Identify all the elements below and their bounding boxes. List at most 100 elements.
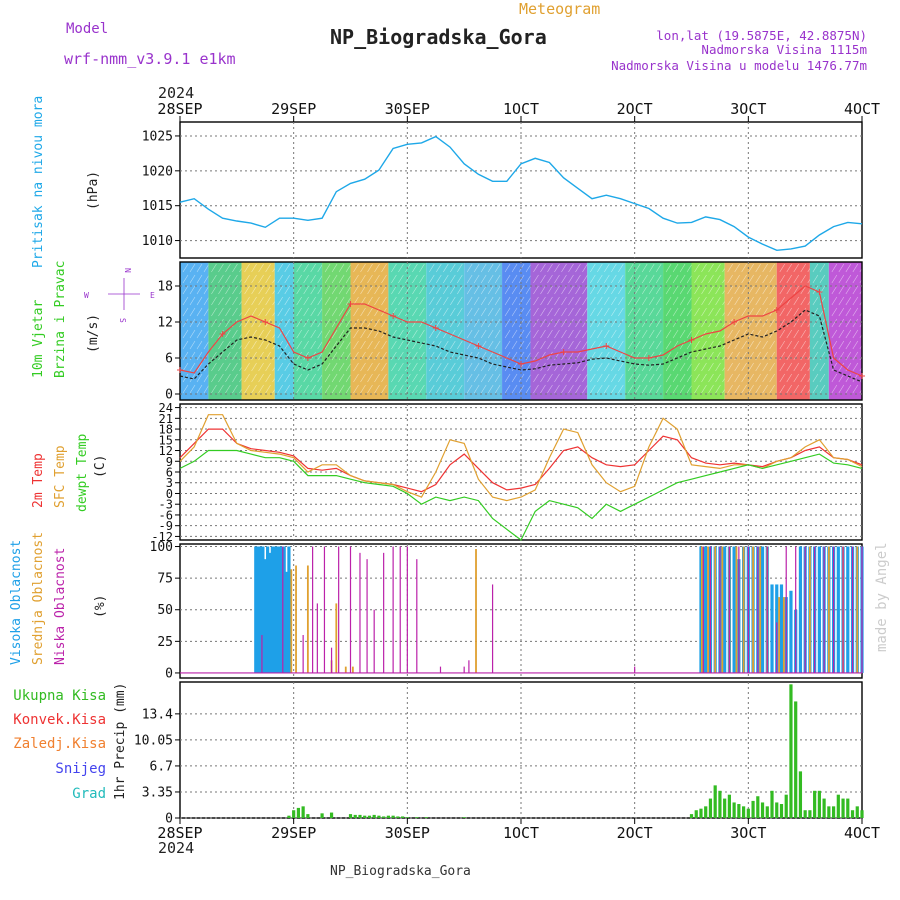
precip-bar-0-58 <box>855 806 859 818</box>
cloud-bar-2-10 <box>366 559 368 673</box>
cloud-bar-1-21 <box>827 546 830 673</box>
precip-bar-0-51 <box>822 798 826 818</box>
precip-bar-0-15 <box>386 815 390 818</box>
precip-bar-0-28 <box>713 785 717 818</box>
meteogram-subtitle: Meteogram <box>519 0 600 18</box>
gust-marker-24 <box>518 361 524 367</box>
precip-bar-0-1 <box>292 810 296 818</box>
cloud-bar-0-3 <box>261 546 265 673</box>
wind-band-10 <box>502 262 531 400</box>
cloud-bar-0-17 <box>704 546 708 673</box>
cloud-bar-2-1 <box>282 546 284 673</box>
ytick-wind-18: 18 <box>157 280 173 295</box>
precip-bar-0-6 <box>329 812 334 818</box>
cloud-bar-2-35 <box>823 546 825 673</box>
precip-bar-0-32 <box>732 802 736 818</box>
cloud-bar-0-47 <box>846 546 850 673</box>
cloud-bar-1-10 <box>714 546 717 673</box>
top-time-label-0: 28SEP <box>157 100 202 118</box>
precip-bar-0-4 <box>306 814 310 818</box>
cloud-bar-2-11 <box>373 609 375 673</box>
bottom-time-label-0: 28SEP <box>157 824 202 842</box>
precip-legend-snow: Snijeg <box>55 761 106 777</box>
wind-band-16 <box>724 262 777 400</box>
wind-band-5 <box>322 262 351 400</box>
cloud-units: (%) <box>93 595 108 618</box>
gust-marker-12 <box>347 301 354 307</box>
wind-ylabel-2: Brzina i Pravac <box>53 261 68 378</box>
cloud-bar-2-18 <box>463 666 465 673</box>
panel-cloud: 0 25 50 75 100 <box>150 540 864 681</box>
ytick-wind-0: 0 <box>165 388 173 403</box>
cloud-ylabel-low: Niska Oblacnost <box>53 548 68 665</box>
wind-band-9 <box>464 262 503 400</box>
cloud-bar-0-45 <box>836 546 840 673</box>
ytick-pressure-1015: 1015 <box>142 199 173 214</box>
cloud-bar-2-19 <box>468 660 470 673</box>
precip-bar-0-27 <box>708 798 713 818</box>
panel-precip: 0 3.35 6.7 10.05 13.4 <box>134 681 864 827</box>
gust-marker-48 <box>859 373 865 379</box>
cloud-bar-2-30 <box>776 622 778 673</box>
cloud-bar-2-32 <box>795 546 797 673</box>
model-name: wrf-nmm_v3.9.1 e1km <box>64 50 236 68</box>
cloud-bar-2-37 <box>842 546 844 673</box>
precip-bar-0-37 <box>756 796 760 818</box>
model-altitude-label: Nadmorska Visina u modelu 1476.77m <box>611 58 867 73</box>
footer-station: NP_Biogradska_Gora <box>330 864 471 879</box>
cloud-bar-0-37 <box>798 546 803 673</box>
compass-east: E <box>150 291 155 300</box>
cloud-bar-1-13 <box>735 546 738 673</box>
precip-bar-0-34 <box>741 806 746 818</box>
gust-marker-42 <box>773 307 780 313</box>
ytick-precip-3.35: 3.35 <box>142 785 173 800</box>
ytick-precip-13.4: 13.4 <box>142 707 173 722</box>
cloud-bar-2-24 <box>719 546 721 673</box>
ytick-cloud-0: 0 <box>165 666 173 681</box>
wind-band-11 <box>530 262 588 400</box>
precip-bar-0-41 <box>775 802 779 818</box>
precip-bar-0-14 <box>382 816 386 818</box>
wind-band-0 <box>180 262 209 400</box>
wind-direction-bands <box>180 262 866 400</box>
ytick-cloud-100: 100 <box>150 540 173 555</box>
top-time-axis: 28SEP 29SEP 30SEP 1OCT 2OCT 3OCT 4OCT <box>157 100 880 122</box>
gust-marker-39 <box>731 319 738 325</box>
cloud-bar-0-0 <box>254 546 258 673</box>
cloud-bar-0-29 <box>760 546 765 673</box>
precip-bar-0-24 <box>694 810 698 818</box>
precip-legend-total: Ukupna Kisa <box>13 688 106 704</box>
bottom-time-axis: 28SEP 29SEP 30SEP 1OCT 2OCT 3OCT 4OCT <box>157 818 880 842</box>
ytick-precip-6.7: 6.7 <box>150 759 173 774</box>
compass-north: N <box>123 268 132 273</box>
cloud-bar-0-11 <box>280 546 284 673</box>
gust-marker-18 <box>432 325 439 331</box>
altitude-label: Nadmorska Visina 1115m <box>701 42 867 57</box>
bottom-time-label-1: 29SEP <box>271 824 316 842</box>
precip-bar-0-7 <box>348 814 353 818</box>
top-time-label-5: 3OCT <box>730 100 766 118</box>
cloud-bar-0-9 <box>275 546 279 673</box>
top-time-label-1: 29SEP <box>271 100 316 118</box>
cloud-bar-0-13 <box>284 571 289 673</box>
precip-bar-0-19 <box>405 817 409 818</box>
cloud-bar-2-5 <box>323 546 326 673</box>
precip-legend-convective: Konvek.Kisa <box>13 712 106 728</box>
precip-bar-0-26 <box>704 806 708 818</box>
gust-marker-33 <box>645 355 652 361</box>
ytick-precip-10.05: 10.05 <box>134 733 173 748</box>
ytick-pressure-1020: 1020 <box>142 164 173 179</box>
precip-bar-0-52 <box>827 806 831 818</box>
precip-bar-0-44 <box>789 684 793 818</box>
precip-bar-0-59 <box>860 810 864 818</box>
cloud-bar-2-15 <box>406 546 408 673</box>
ytick-temperature--12: -12 <box>151 530 173 544</box>
ytick-precip-0: 0 <box>165 812 173 827</box>
cloud-bar-2-33 <box>804 546 806 673</box>
compass-south: S <box>118 318 127 323</box>
precip-bar-0-38 <box>760 802 765 818</box>
precip-bar-0-0 <box>287 815 291 818</box>
bottom-time-label-5: 3OCT <box>730 824 766 842</box>
